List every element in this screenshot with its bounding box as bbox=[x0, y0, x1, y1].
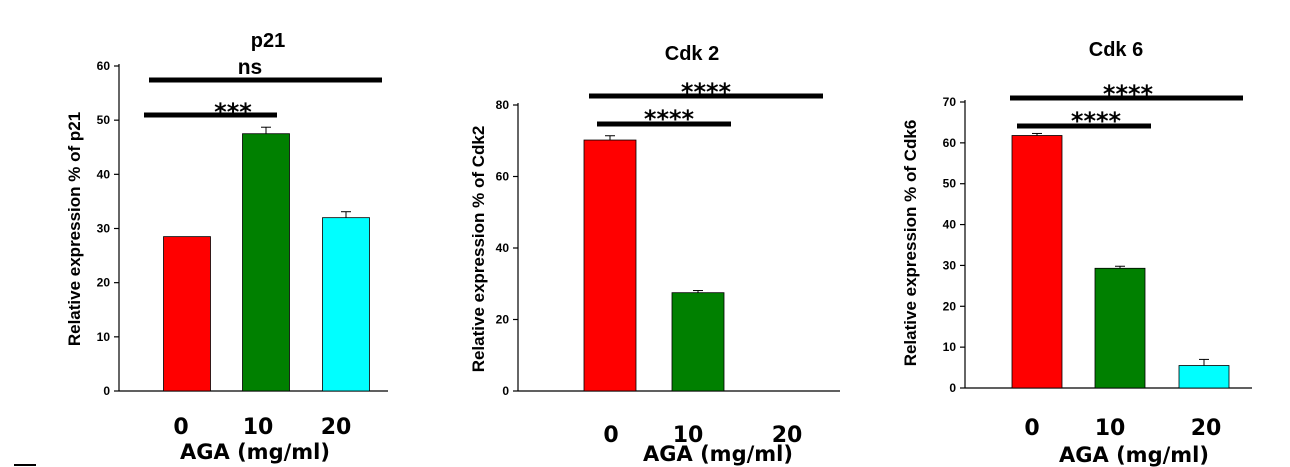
chart2-significance-label: **** bbox=[644, 105, 695, 133]
chart1-y-tick-label: 0 bbox=[103, 384, 110, 398]
chart3-y-tick-label: 10 bbox=[943, 340, 957, 354]
chart1-significance-label: ns bbox=[238, 56, 263, 79]
chart3-bar bbox=[1011, 135, 1063, 389]
chart1-title: p21 bbox=[251, 30, 285, 52]
chart3-y-axis-label: Relative expression % of Cdk6 bbox=[901, 120, 920, 367]
chart1-x-axis-label: AGA (mg/ml) bbox=[180, 440, 330, 464]
chart3-y-tick-label: 30 bbox=[943, 258, 957, 272]
chart2-bar bbox=[583, 139, 637, 392]
chart3-y-tick-label: 20 bbox=[943, 299, 957, 313]
chart3-y-tick-label: 50 bbox=[943, 177, 957, 191]
chart3-x-tick-label: 0 bbox=[1024, 416, 1039, 441]
chart2-title: Cdk 2 bbox=[665, 43, 719, 65]
chart2-bar bbox=[671, 292, 725, 392]
chart3-y-tick-label: 40 bbox=[943, 218, 957, 232]
chart3-x-tick-label: 10 bbox=[1095, 416, 1126, 441]
chart1-x-tick-label: 10 bbox=[243, 415, 274, 440]
chart3-bar bbox=[1178, 365, 1230, 389]
chart3-y-tick-label: 70 bbox=[943, 95, 957, 109]
chart1-y-axis-label: Relative expression % of p21 bbox=[65, 112, 84, 346]
chart1-bar bbox=[163, 236, 211, 392]
chart1-y-tick-label: 20 bbox=[97, 276, 111, 290]
chart1-y-tick-label: 30 bbox=[97, 222, 111, 236]
chart1-bar bbox=[242, 133, 290, 392]
chart1-y-tick-label: 10 bbox=[97, 330, 111, 344]
chart2-y-axis-label: Relative expression % of Cdk2 bbox=[469, 126, 488, 373]
chart2-x-tick-label: 10 bbox=[673, 423, 704, 448]
chart2-x-tick-label: 20 bbox=[772, 423, 803, 448]
chart2-y-tick-label: 20 bbox=[496, 313, 510, 327]
chart2-x-tick-label: 0 bbox=[603, 423, 618, 448]
chart1-x-tick-label: 20 bbox=[321, 415, 352, 440]
chart1-y-tick-label: 50 bbox=[97, 113, 111, 127]
chart2-y-tick-label: 80 bbox=[496, 98, 510, 112]
chart1-y-tick-label: 60 bbox=[97, 59, 111, 73]
chart3-significance-label: **** bbox=[1071, 107, 1122, 135]
chart3-y-tick-label: 60 bbox=[943, 136, 957, 150]
chart1-x-tick-label: 0 bbox=[173, 415, 188, 440]
chart3-x-axis-label: AGA (mg/ml) bbox=[1059, 443, 1209, 467]
chart2-significance-label: **** bbox=[681, 78, 732, 106]
chart3-bar bbox=[1094, 267, 1146, 389]
chart1-significance-label: *** bbox=[214, 98, 252, 126]
chart3-significance-label: **** bbox=[1103, 80, 1154, 108]
chart2-y-tick-label: 40 bbox=[496, 241, 510, 255]
chart3-title: Cdk 6 bbox=[1089, 39, 1143, 61]
chart1-y-tick-label: 40 bbox=[97, 167, 111, 181]
chart3-x-tick-label: 20 bbox=[1191, 416, 1222, 441]
chart1-bar bbox=[322, 217, 370, 392]
chart2-y-tick-label: 0 bbox=[502, 384, 509, 398]
chart2-x-axis-label: AGA (mg/ml) bbox=[643, 442, 793, 466]
chart3-y-tick-label: 0 bbox=[949, 381, 956, 395]
chart2-y-tick-label: 60 bbox=[496, 170, 510, 184]
